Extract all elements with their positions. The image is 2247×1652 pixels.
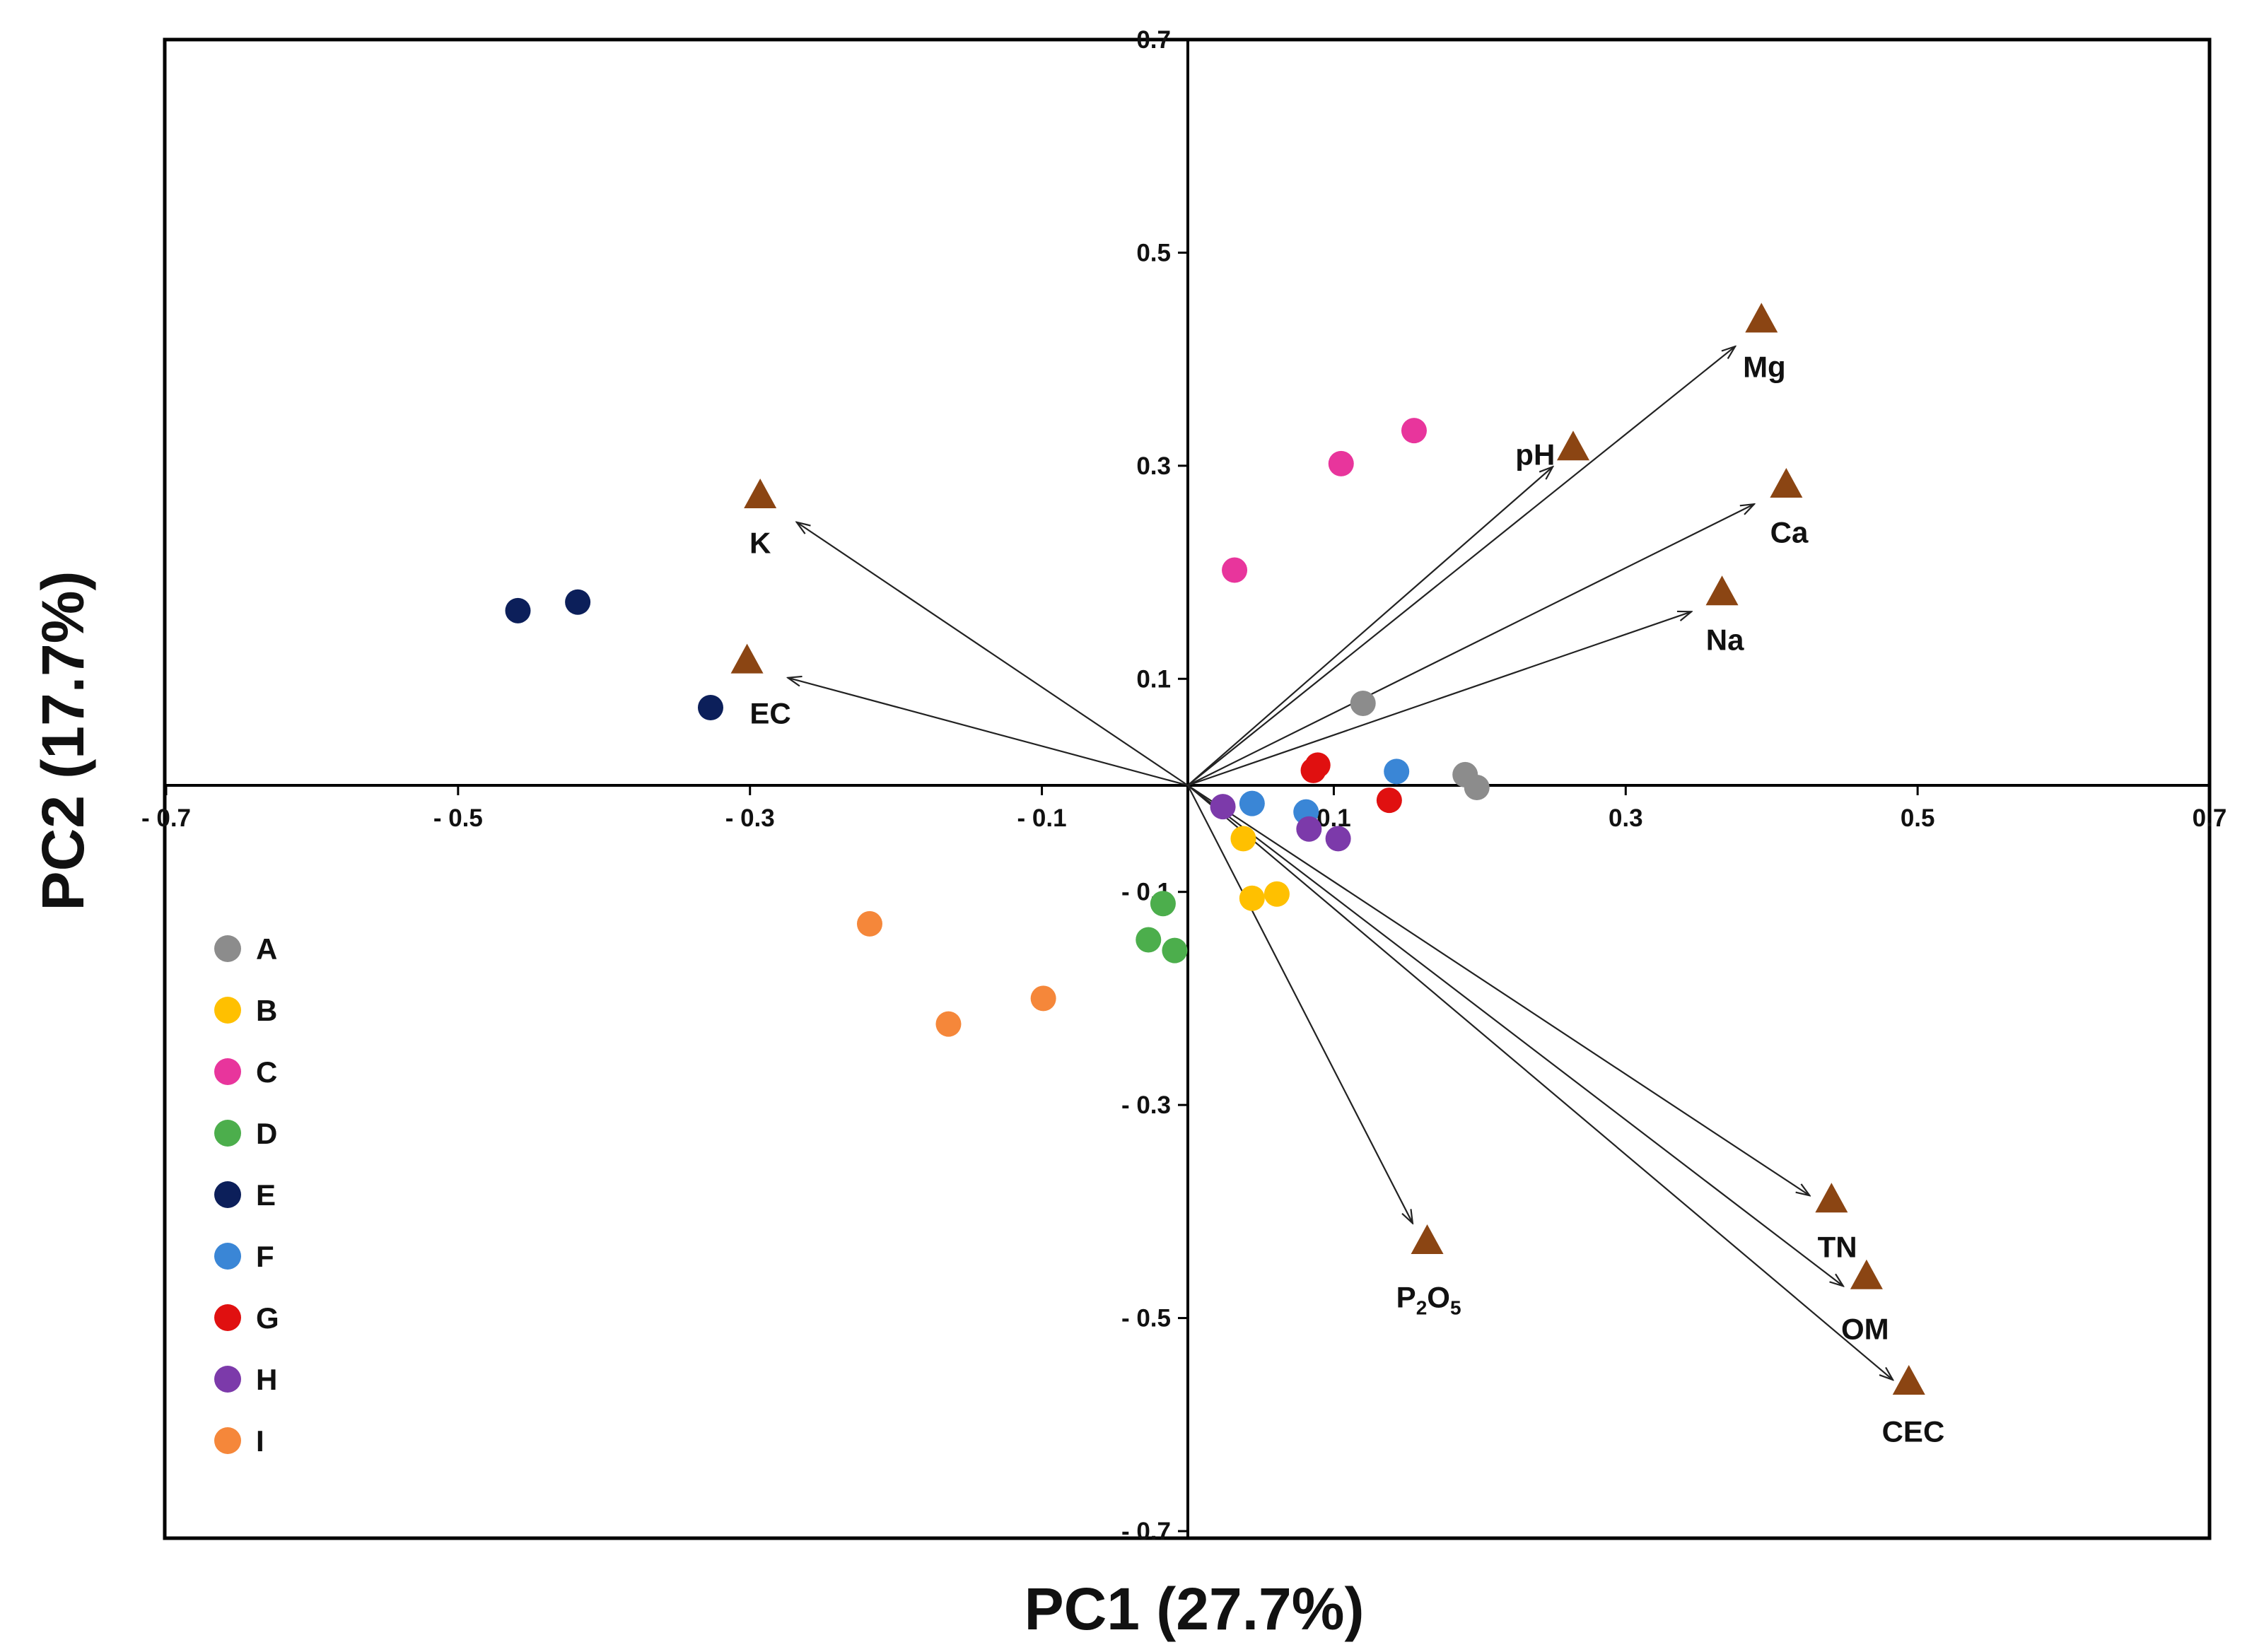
legend-label-i: I bbox=[256, 1424, 264, 1458]
x-tick-label: 0.5 bbox=[1901, 804, 1935, 832]
legend-label-f: F bbox=[256, 1240, 274, 1273]
loading-arrow-om bbox=[1187, 785, 1843, 1286]
legend-swatch-g bbox=[214, 1304, 241, 1331]
loading-marker-cec bbox=[1892, 1365, 1925, 1395]
point-e bbox=[565, 589, 591, 615]
loading-label-k: K bbox=[749, 526, 771, 559]
legend-swatch-b bbox=[214, 997, 241, 1024]
y-tick-label: - 0.3 bbox=[1121, 1091, 1171, 1119]
loading-arrow-ca bbox=[1187, 504, 1754, 786]
legend-swatch-c bbox=[214, 1058, 241, 1085]
legend-swatch-h bbox=[214, 1366, 241, 1393]
loading-label-na: Na bbox=[1706, 623, 1744, 657]
point-b bbox=[1263, 881, 1290, 907]
loading-marker-mg bbox=[1745, 303, 1778, 333]
point-g bbox=[1305, 752, 1331, 778]
loading-label-mg: Mg bbox=[1743, 351, 1786, 384]
point-a bbox=[1464, 775, 1490, 801]
point-b bbox=[1230, 826, 1256, 852]
loading-arrow-tn bbox=[1187, 785, 1809, 1195]
loading-arrow-na bbox=[1187, 611, 1691, 787]
x-tick-label: - 0.1 bbox=[1017, 804, 1067, 832]
y-tick-label: 0.7 bbox=[1136, 26, 1171, 54]
point-i bbox=[856, 910, 882, 937]
point-c bbox=[1401, 418, 1427, 444]
x-tick-label: - 0.3 bbox=[725, 804, 775, 832]
legend-swatch-d bbox=[214, 1120, 241, 1147]
point-h bbox=[1296, 816, 1322, 842]
loading-label-ca: Ca bbox=[1770, 515, 1809, 549]
point-a bbox=[1350, 690, 1376, 716]
point-i bbox=[935, 1011, 962, 1037]
point-g bbox=[1376, 787, 1402, 814]
legend-label-b: B bbox=[256, 994, 277, 1027]
legend-swatch-i bbox=[214, 1427, 241, 1454]
loading-arrow-mg bbox=[1187, 346, 1735, 786]
point-d bbox=[1136, 927, 1162, 953]
point-h bbox=[1210, 794, 1236, 820]
loading-marker-ph bbox=[1556, 430, 1589, 461]
point-d bbox=[1150, 891, 1176, 917]
loading-marker-p2o5 bbox=[1411, 1224, 1444, 1255]
legend-label-e: E bbox=[256, 1178, 276, 1212]
loading-marker-ec bbox=[730, 643, 764, 674]
loading-marker-om bbox=[1850, 1259, 1883, 1289]
x-tick-label: - 0.5 bbox=[433, 804, 483, 832]
loading-arrow-p2o5 bbox=[1187, 785, 1413, 1223]
loading-arrow-ph bbox=[1187, 467, 1553, 786]
legend-label-d: D bbox=[256, 1117, 277, 1150]
legend-label-a: A bbox=[256, 932, 277, 966]
point-f bbox=[1239, 790, 1265, 816]
legend-swatch-a bbox=[214, 935, 241, 962]
x-tick-label: - 0.7 bbox=[141, 804, 191, 832]
point-b bbox=[1239, 885, 1265, 911]
legend-label-h: H bbox=[256, 1363, 277, 1396]
y-tick-label: 0.1 bbox=[1136, 665, 1171, 693]
legend-label-c: C bbox=[256, 1055, 277, 1089]
point-e bbox=[505, 597, 531, 623]
y-axis-title: PC2 (17.7%) bbox=[30, 571, 96, 911]
y-tick-label: 0.5 bbox=[1136, 239, 1171, 266]
loading-label-ec: EC bbox=[749, 697, 790, 730]
legend-label-g: G bbox=[256, 1301, 279, 1335]
y-tick-label: - 0.7 bbox=[1121, 1518, 1171, 1545]
x-tick-label: 0.3 bbox=[1609, 804, 1643, 832]
legend-swatch-f bbox=[214, 1243, 241, 1270]
loading-label-p2o5: P2O5 bbox=[1396, 1280, 1461, 1318]
loading-label-cec: CEC bbox=[1882, 1414, 1945, 1448]
loading-label-om: OM bbox=[1841, 1313, 1889, 1346]
point-f bbox=[1384, 758, 1410, 785]
loading-marker-na bbox=[1705, 575, 1739, 606]
legend-swatch-e bbox=[214, 1181, 241, 1208]
loading-label-tn: TN bbox=[1818, 1231, 1857, 1264]
x-tick-label: 0.7 bbox=[2193, 804, 2227, 832]
point-e bbox=[697, 694, 723, 720]
loading-marker-k bbox=[744, 479, 777, 509]
loading-label-ph: pH bbox=[1515, 438, 1555, 471]
loading-arrow-ec bbox=[788, 678, 1189, 787]
point-i bbox=[1030, 985, 1056, 1012]
loading-marker-ca bbox=[1770, 467, 1803, 498]
point-c bbox=[1328, 450, 1354, 476]
x-axis-title: PC1 (27.7%) bbox=[1025, 1576, 1365, 1642]
y-tick-label: 0.3 bbox=[1136, 452, 1171, 480]
loading-arrow-k bbox=[797, 522, 1189, 786]
loading-arrow-cec bbox=[1187, 785, 1893, 1380]
y-tick-label: - 0.5 bbox=[1121, 1305, 1171, 1332]
point-d bbox=[1162, 937, 1188, 963]
loading-marker-tn bbox=[1815, 1183, 1848, 1213]
point-c bbox=[1222, 557, 1248, 583]
point-h bbox=[1325, 826, 1351, 852]
